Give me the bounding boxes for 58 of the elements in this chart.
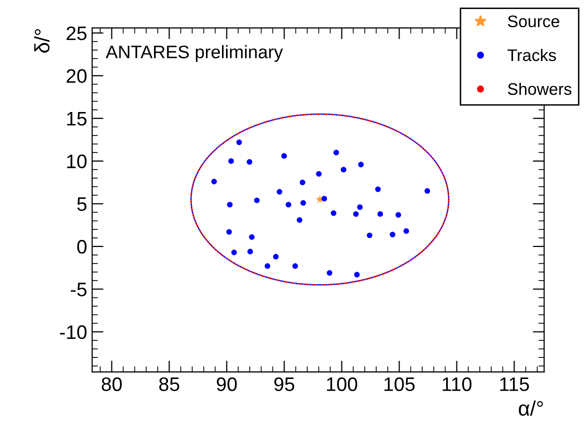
legend-label: Tracks [508, 48, 556, 62]
point [247, 248, 253, 254]
y-tick-label: 0 [77, 240, 87, 254]
point [276, 189, 282, 195]
point [424, 188, 430, 194]
point [353, 211, 359, 217]
point [292, 263, 298, 269]
y-tick-label: 20 [66, 69, 87, 83]
point [377, 211, 384, 217]
point [396, 212, 402, 218]
x-tick-label: 100 [326, 377, 358, 392]
point [316, 171, 322, 177]
point [357, 204, 363, 210]
point [211, 178, 217, 184]
point [326, 270, 332, 276]
annotation: ANTARES preliminary [106, 45, 283, 62]
point [300, 180, 306, 186]
x-tick-label: 80 [102, 377, 122, 392]
point [375, 186, 381, 192]
point [236, 140, 242, 146]
y-tick-label: -5 [70, 282, 86, 296]
legend-label: Source [508, 15, 560, 28]
point [281, 153, 287, 159]
x-tick-label: 90 [216, 377, 237, 392]
point [228, 158, 234, 164]
x-tick-label: 105 [384, 377, 415, 392]
point [330, 210, 336, 216]
x-tick-label: 95 [274, 377, 294, 392]
point [333, 150, 339, 156]
point [354, 272, 360, 278]
x-tick-label: 85 [159, 377, 180, 392]
point [286, 202, 292, 208]
point [226, 229, 232, 235]
x-tick-label: 110 [442, 377, 472, 392]
point [249, 234, 255, 240]
point [296, 217, 302, 223]
y-tick-label: 25 [66, 26, 86, 40]
point [300, 200, 306, 206]
point [321, 196, 328, 202]
point [231, 250, 237, 256]
point [273, 254, 279, 260]
point [264, 263, 270, 269]
point [366, 232, 372, 238]
y-tick-label: -10 [60, 325, 87, 340]
point [340, 166, 346, 172]
y-tick-label: 10 [67, 154, 87, 168]
legend-label: Showers [508, 82, 572, 95]
point [358, 162, 364, 168]
point [254, 198, 260, 204]
point [227, 202, 233, 208]
y-axis-title: δ/° [34, 29, 50, 53]
point [403, 228, 410, 234]
y-tick-label: 15 [67, 112, 86, 126]
x-axis-title: α/° [518, 400, 543, 416]
y-tick-label: 5 [77, 197, 86, 211]
point [246, 159, 252, 165]
x-tick-label: 115 [500, 378, 529, 392]
point [390, 232, 396, 238]
